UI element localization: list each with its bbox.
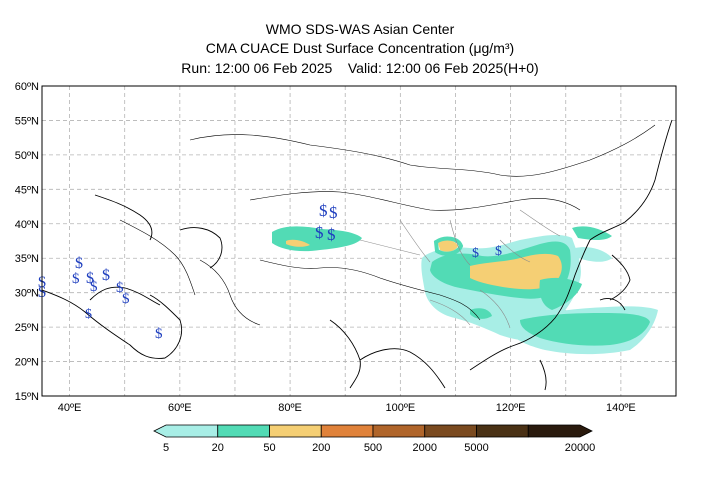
longitude-tick-label: 140ºE — [606, 402, 636, 414]
colorbar-label: 20000 — [565, 442, 596, 454]
title-line-1: WMO SDS-WAS Asian Center — [265, 21, 455, 37]
colorbar-label: 2000 — [413, 442, 437, 454]
longitude-tick-label: 80ºE — [278, 402, 302, 414]
province-borders — [359, 209, 561, 329]
valid-time: Valid: 12:00 06 Feb 2025(H+0) — [347, 60, 539, 76]
dust-symbol: $ — [85, 307, 92, 322]
longitude-labels: 40ºE 60ºE 80ºE 100ºE 120ºE 140ºE — [58, 402, 636, 414]
dust-area-korea — [575, 247, 612, 262]
latitude-tick-label: 15ºN — [15, 391, 39, 403]
dust-symbol: $ — [86, 270, 94, 287]
dust-symbol: $ — [472, 246, 479, 261]
latitude-tick-label: 50ºN — [15, 150, 39, 162]
dust-symbol: $ — [102, 267, 110, 284]
run-time: Run: 12:00 06 Feb 2025 — [181, 60, 333, 76]
longitude-tick-label: 100ºE — [385, 402, 415, 414]
map-frame — [41, 85, 677, 397]
latitude-tick-label: 45ºN — [15, 184, 39, 196]
colorbar-segment — [153, 424, 219, 438]
dust-area-loess — [438, 240, 458, 252]
colorbar-label: 20 — [212, 442, 224, 454]
colorbar-label: 5 — [163, 442, 169, 454]
colorbar-segment — [476, 424, 529, 438]
latitude-tick-label: 30ºN — [15, 288, 39, 300]
latitude-tick-label: 40ºN — [15, 219, 39, 231]
dust-area-east-china-sea — [539, 277, 582, 310]
colorbar-segment — [372, 424, 426, 438]
dust-area-yellow-sea — [572, 226, 612, 240]
colorbar-label: 200 — [312, 442, 330, 454]
title-line-3: Run: 12:00 06 Feb 2025 Valid: 12:00 06 F… — [0, 60, 720, 77]
dust-area-patch-2 — [470, 308, 492, 319]
colorbar-segment — [320, 424, 374, 438]
dust-symbol: $ — [75, 255, 83, 272]
longitude-tick-label: 120ºE — [496, 402, 526, 414]
latitude-tick-label: 25ºN — [15, 322, 39, 334]
title-line-2: CMA CUACE Dust Surface Concentration (μg… — [205, 40, 515, 56]
latitude-labels: 15ºN 20ºN 25ºN 30ºN 35ºN 40ºN 45ºN 50ºN 55ºN 60ºN — [15, 81, 39, 403]
dust-symbol: $ — [319, 201, 328, 220]
dust-symbol: $ — [327, 225, 336, 244]
dust-symbol: $ — [72, 271, 80, 287]
colorbar-segment — [217, 424, 270, 438]
coastlines — [42, 119, 673, 391]
colorbar-label: 5000 — [464, 442, 488, 454]
dust-symbol: $ — [122, 291, 130, 307]
colorbar-label: 500 — [364, 442, 382, 454]
dust-area-taklimakan-inner — [286, 239, 310, 247]
colorbar-segment — [424, 424, 477, 438]
latitude-tick-label: 35ºN — [15, 253, 39, 265]
dust-area-north-china-high — [470, 253, 562, 290]
dust-area-loess-ring — [433, 236, 464, 256]
colorbar-label: 50 — [263, 442, 275, 454]
dust-shading — [272, 226, 658, 355]
longitude-tick-label: 60ºE — [168, 402, 192, 414]
dust-symbol: $ — [155, 326, 163, 342]
colorbar-segment — [527, 424, 593, 438]
colorbar: 5 20 50 200 500 2000 5000 20000 — [153, 424, 596, 454]
latitude-tick-label: 60ºN — [15, 81, 39, 93]
dust-symbol: $ — [329, 203, 338, 222]
dust-symbol: $ — [315, 223, 324, 242]
latitude-tick-label: 20ºN — [15, 357, 39, 369]
longitude-tick-label: 40ºE — [58, 402, 82, 414]
colorbar-segment — [269, 424, 322, 438]
dust-symbol: $ — [90, 279, 98, 295]
graticule — [42, 86, 676, 396]
dust-symbol: $ — [116, 280, 124, 296]
dust-symbol: $ — [495, 244, 502, 259]
latitude-tick-label: 55ºN — [15, 115, 39, 127]
country-borders — [119, 124, 656, 326]
